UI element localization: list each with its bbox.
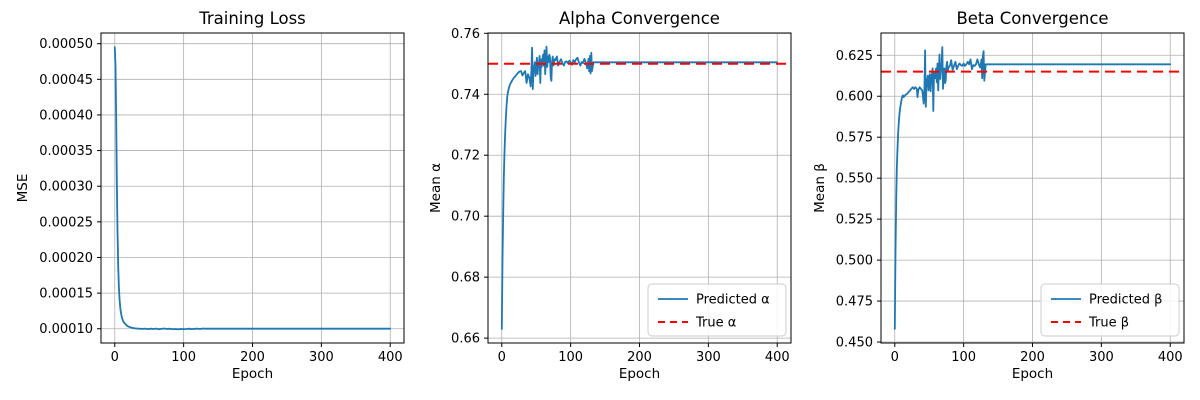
y-tick-label: 0.00035 [39, 144, 93, 159]
y-tick-label: 0.500 [836, 254, 873, 269]
y-tick-label: 0.475 [836, 295, 873, 310]
x-axis-label: Epoch [1012, 366, 1053, 382]
y-tick-label: 0.70 [451, 210, 480, 225]
legend-entry-label: True β [1088, 316, 1129, 331]
training-loss-chart: 0 100 200 300 400 0.00010 0.00015 0.00020 0.0002… [15, 9, 405, 382]
y-tick-label: 0.00025 [39, 215, 93, 230]
x-axis-label: Epoch [232, 366, 273, 382]
y-tick-label: 0.68 [451, 271, 480, 286]
y-tick-label: 0.00050 [39, 37, 93, 52]
y-tick-label: 0.00030 [39, 180, 93, 195]
legend: Predicted α True α [647, 283, 787, 337]
x-tick-label: 300 [696, 350, 721, 365]
y-tick-label: 0.00040 [39, 108, 93, 123]
x-tick-label: 300 [1089, 350, 1114, 365]
y-tick-label: 0.00015 [39, 287, 93, 302]
chart-title: Alpha Convergence [559, 9, 720, 28]
x-tick-label: 100 [171, 350, 196, 365]
x-tick-label: 400 [765, 350, 790, 365]
predicted-series-line [500, 45, 779, 330]
chart-title: Training Loss [198, 9, 306, 28]
y-axis-label: Mean α [428, 163, 444, 213]
x-tick-label: 400 [1158, 350, 1183, 365]
x-axis-label: Epoch [619, 366, 660, 382]
chart-title: Beta Convergence [956, 9, 1108, 28]
beta-convergence-chart: 0 100 200 300 400 0.450 0.475 0.500 0.525 0.550 0.… [812, 9, 1185, 382]
y-tick-label: 0.600 [836, 90, 873, 105]
predicted-series-line [893, 46, 1172, 330]
y-tick-label: 0.575 [836, 131, 873, 146]
y-axis-label: MSE [15, 174, 31, 203]
x-tick-label: 400 [378, 350, 403, 365]
x-tick-label: 300 [309, 350, 334, 365]
y-tick-label: 0.550 [836, 172, 873, 187]
y-axis-label: Mean β [812, 163, 828, 213]
y-tick-label: 0.00010 [39, 322, 93, 337]
y-tick-label: 0.00020 [39, 251, 93, 266]
y-tick-label: 0.76 [451, 27, 480, 42]
y-tick-label: 0.625 [836, 49, 873, 64]
legend-entry-label: True α [695, 316, 736, 331]
legend: Predicted β True β [1040, 283, 1180, 337]
y-tick-label: 0.72 [451, 149, 480, 164]
x-tick-label: 200 [1020, 350, 1045, 365]
y-tick-label: 0.525 [836, 213, 873, 228]
legend-entry-label: Predicted β [1089, 293, 1162, 308]
predicted-series-line [113, 46, 392, 331]
x-tick-label: 100 [951, 350, 976, 365]
x-tick-label: 100 [558, 350, 583, 365]
y-tick-label: 0.00045 [39, 73, 93, 88]
x-tick-label: 0 [111, 350, 119, 365]
legend-entry-label: Predicted α [696, 293, 770, 308]
y-tick-label: 0.450 [836, 336, 873, 351]
x-tick-label: 0 [498, 350, 506, 365]
y-tick-label: 0.74 [451, 88, 480, 103]
x-tick-label: 200 [627, 350, 652, 365]
x-tick-label: 0 [891, 350, 899, 365]
x-tick-label: 200 [240, 350, 265, 365]
y-tick-label: 0.66 [451, 332, 480, 347]
alpha-convergence-chart: 0 100 200 300 400 0.66 0.68 0.70 0.72 0.74 0.76 Alp… [428, 9, 792, 382]
